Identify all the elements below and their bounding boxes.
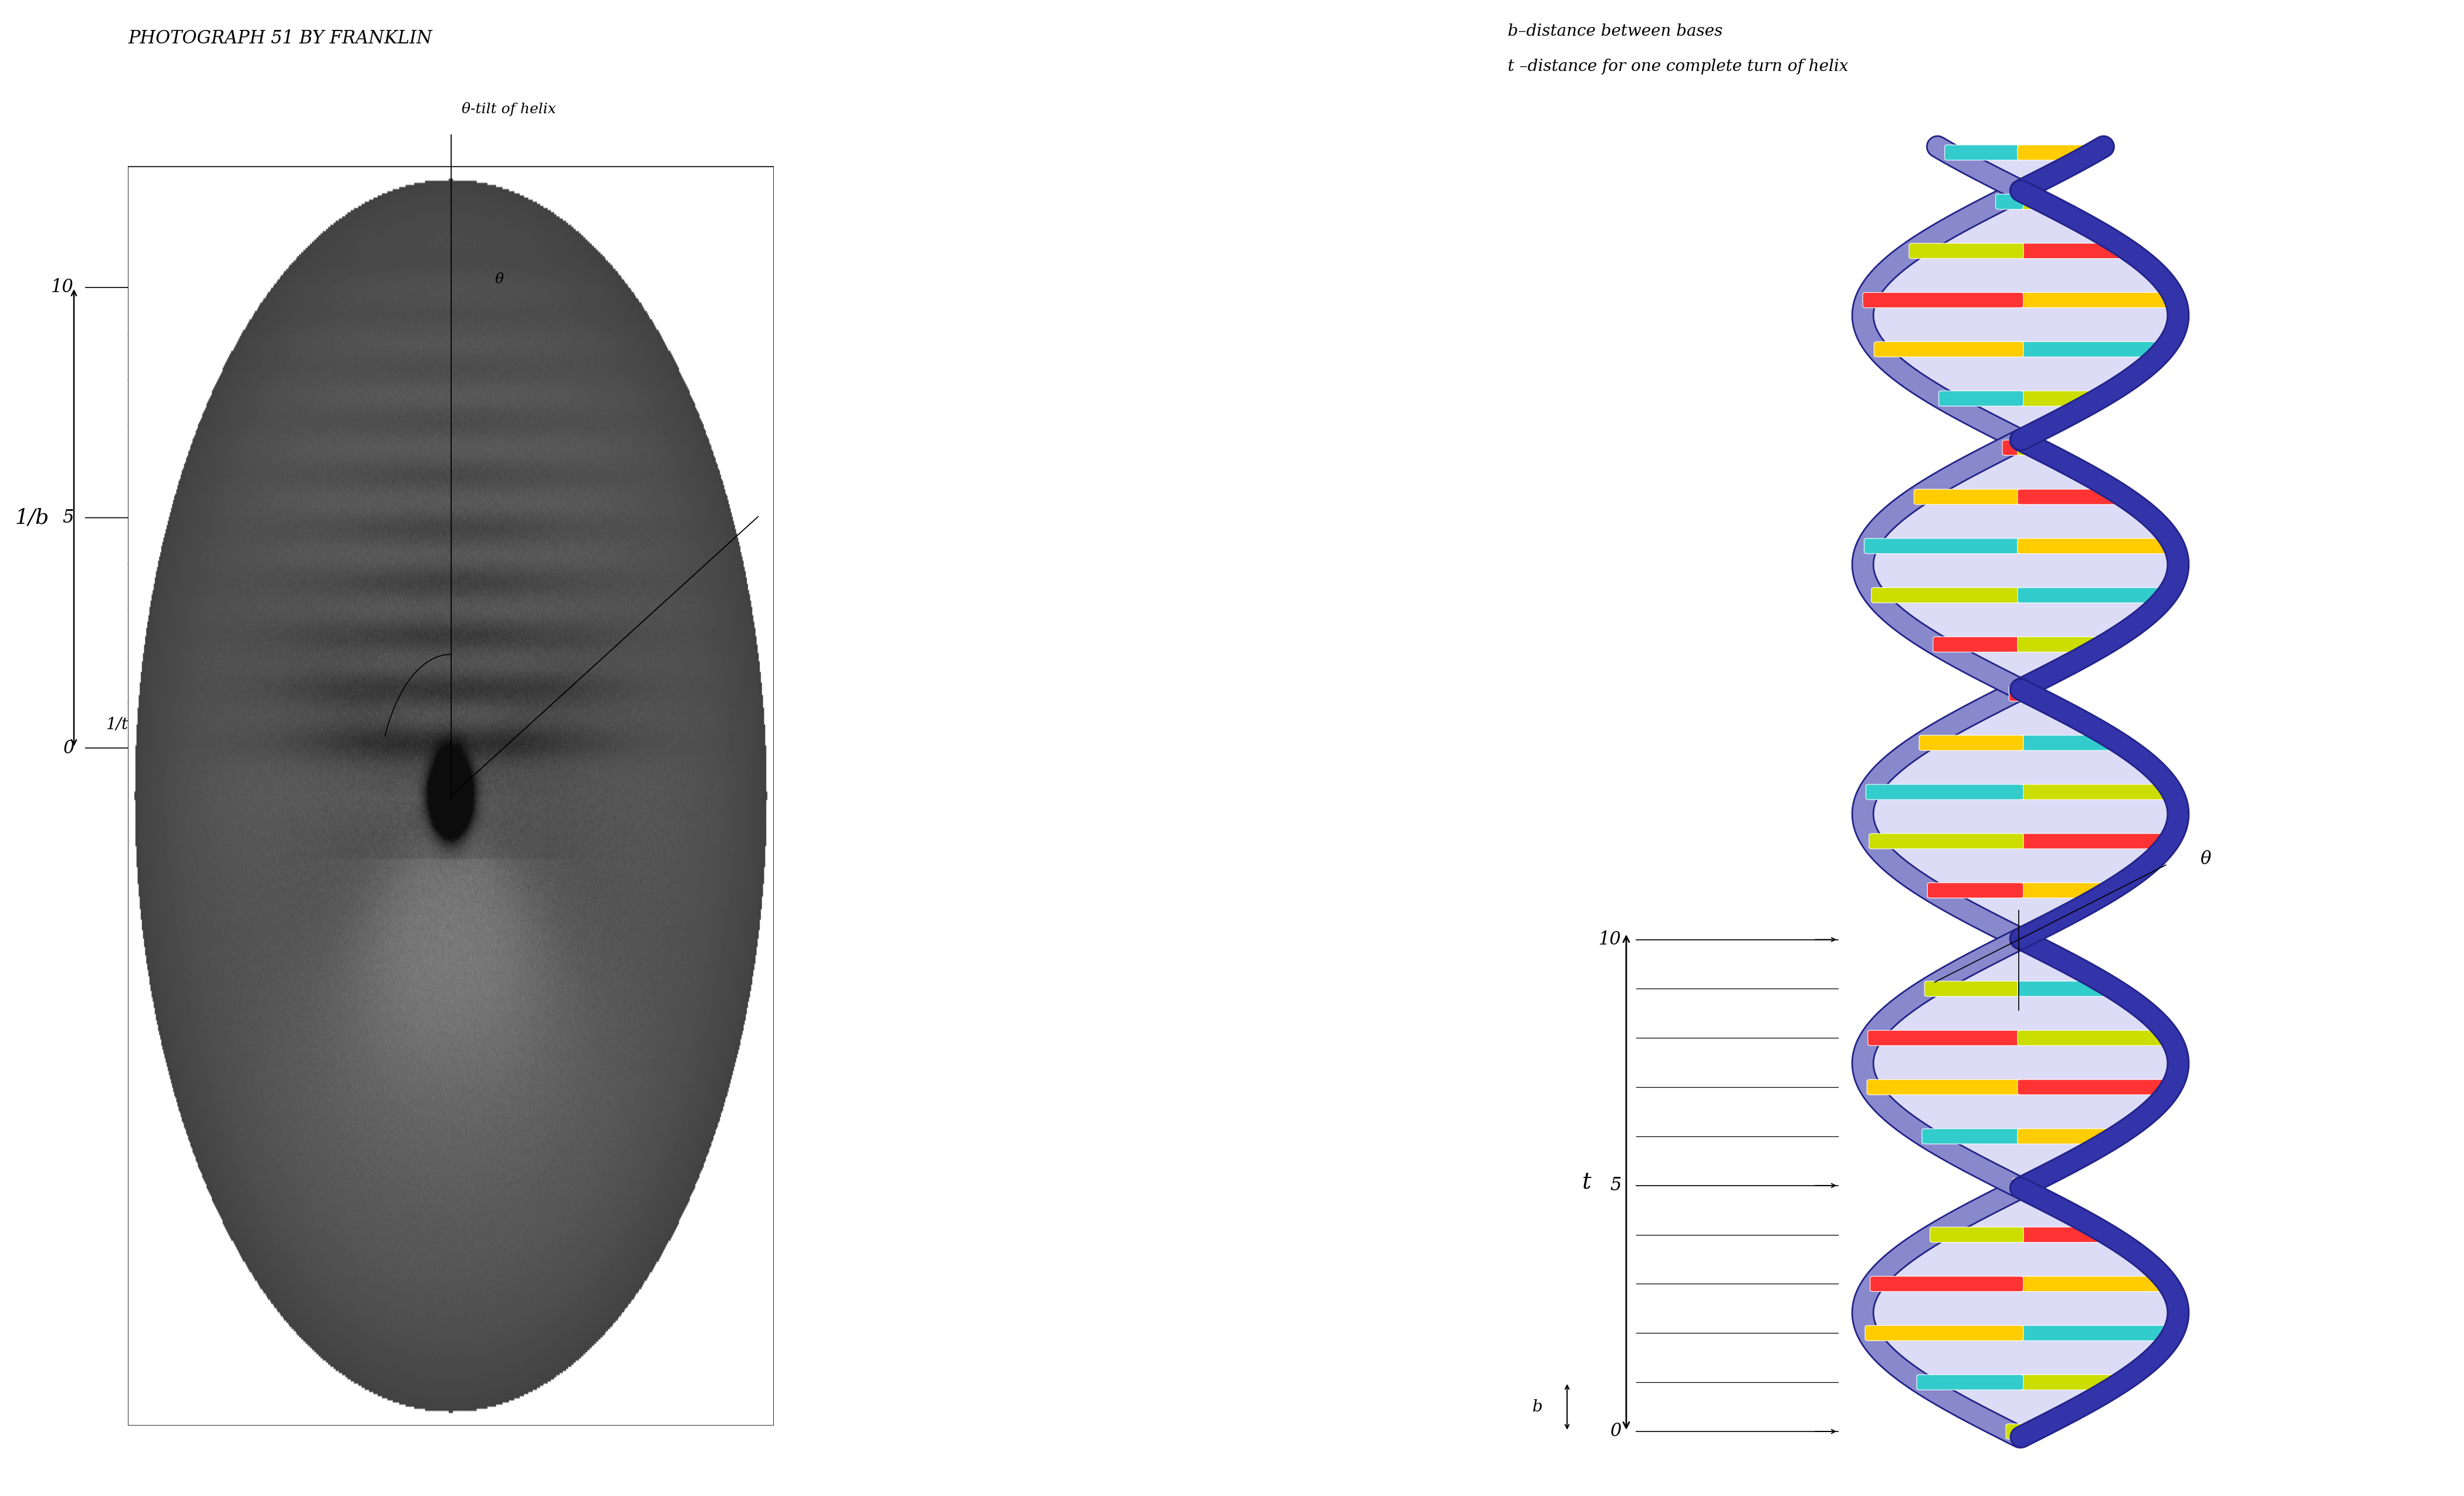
Text: 5: 5 bbox=[62, 509, 74, 527]
FancyBboxPatch shape bbox=[1996, 194, 2023, 209]
FancyBboxPatch shape bbox=[2018, 1177, 2028, 1194]
FancyBboxPatch shape bbox=[2018, 735, 2122, 751]
Text: θ: θ bbox=[2200, 850, 2210, 868]
FancyBboxPatch shape bbox=[2018, 293, 2178, 308]
Text: t: t bbox=[1582, 1171, 1592, 1192]
FancyBboxPatch shape bbox=[2018, 440, 2038, 455]
FancyBboxPatch shape bbox=[1919, 735, 2023, 751]
FancyBboxPatch shape bbox=[1929, 1227, 2023, 1242]
FancyBboxPatch shape bbox=[1865, 539, 2023, 554]
Text: 10: 10 bbox=[1599, 931, 1621, 948]
FancyBboxPatch shape bbox=[2018, 833, 2171, 848]
Text: 5: 5 bbox=[1609, 1176, 1621, 1195]
Text: θ-tilt of helix: θ-tilt of helix bbox=[461, 102, 557, 117]
FancyBboxPatch shape bbox=[1863, 293, 2023, 308]
FancyBboxPatch shape bbox=[1870, 588, 2023, 603]
FancyBboxPatch shape bbox=[2018, 539, 2176, 554]
Text: b: b bbox=[1533, 1399, 1542, 1415]
Text: 0: 0 bbox=[1609, 1423, 1621, 1441]
FancyBboxPatch shape bbox=[1927, 883, 2023, 898]
Text: layer lines: layer lines bbox=[158, 254, 244, 269]
FancyBboxPatch shape bbox=[2018, 784, 2176, 800]
FancyBboxPatch shape bbox=[1875, 341, 2023, 358]
Text: 1/t: 1/t bbox=[106, 717, 128, 733]
FancyBboxPatch shape bbox=[2018, 1080, 2173, 1095]
FancyBboxPatch shape bbox=[1922, 1128, 2023, 1144]
FancyBboxPatch shape bbox=[2016, 932, 2023, 947]
FancyBboxPatch shape bbox=[1917, 1375, 2023, 1390]
FancyBboxPatch shape bbox=[2018, 1276, 2171, 1291]
FancyBboxPatch shape bbox=[1868, 1031, 2023, 1046]
Text: t –distance for one complete turn of helix: t –distance for one complete turn of hel… bbox=[1508, 58, 1848, 75]
FancyBboxPatch shape bbox=[2018, 1227, 2112, 1242]
FancyBboxPatch shape bbox=[1870, 833, 2023, 848]
Text: 1/b: 1/b bbox=[15, 507, 49, 528]
FancyBboxPatch shape bbox=[1932, 637, 2023, 652]
FancyBboxPatch shape bbox=[2018, 1031, 2173, 1046]
FancyBboxPatch shape bbox=[2018, 588, 2171, 603]
FancyBboxPatch shape bbox=[2008, 687, 2023, 702]
FancyBboxPatch shape bbox=[1868, 1080, 2023, 1095]
FancyBboxPatch shape bbox=[1865, 1325, 2023, 1340]
Text: θ: θ bbox=[495, 272, 503, 287]
FancyBboxPatch shape bbox=[2018, 981, 2117, 996]
FancyBboxPatch shape bbox=[1944, 145, 2023, 160]
FancyBboxPatch shape bbox=[2018, 883, 2114, 898]
FancyBboxPatch shape bbox=[2018, 637, 2109, 652]
FancyBboxPatch shape bbox=[2006, 1424, 2023, 1439]
FancyBboxPatch shape bbox=[1939, 390, 2023, 405]
Text: PHOTOGRAPH 51 BY FRANKLIN: PHOTOGRAPH 51 BY FRANKLIN bbox=[128, 30, 431, 48]
FancyBboxPatch shape bbox=[2018, 1375, 2124, 1390]
FancyBboxPatch shape bbox=[2018, 145, 2097, 160]
FancyBboxPatch shape bbox=[1915, 489, 2023, 504]
FancyBboxPatch shape bbox=[2013, 1177, 2023, 1194]
FancyBboxPatch shape bbox=[2018, 489, 2126, 504]
FancyBboxPatch shape bbox=[1910, 244, 2023, 259]
FancyBboxPatch shape bbox=[2018, 932, 2025, 947]
FancyBboxPatch shape bbox=[2018, 1128, 2119, 1144]
FancyBboxPatch shape bbox=[1865, 784, 2023, 800]
FancyBboxPatch shape bbox=[2018, 244, 2131, 259]
FancyBboxPatch shape bbox=[2003, 440, 2023, 455]
FancyBboxPatch shape bbox=[2018, 194, 2045, 209]
Text: b–distance between bases: b–distance between bases bbox=[1508, 24, 1722, 39]
FancyBboxPatch shape bbox=[1924, 981, 2023, 996]
FancyBboxPatch shape bbox=[2018, 1424, 2035, 1439]
Text: 10: 10 bbox=[52, 278, 74, 296]
FancyBboxPatch shape bbox=[2018, 687, 2033, 702]
FancyBboxPatch shape bbox=[1870, 1276, 2023, 1291]
FancyBboxPatch shape bbox=[2018, 1325, 2176, 1340]
FancyBboxPatch shape bbox=[2018, 341, 2166, 358]
Text: 0: 0 bbox=[62, 739, 74, 757]
FancyBboxPatch shape bbox=[2018, 390, 2102, 405]
